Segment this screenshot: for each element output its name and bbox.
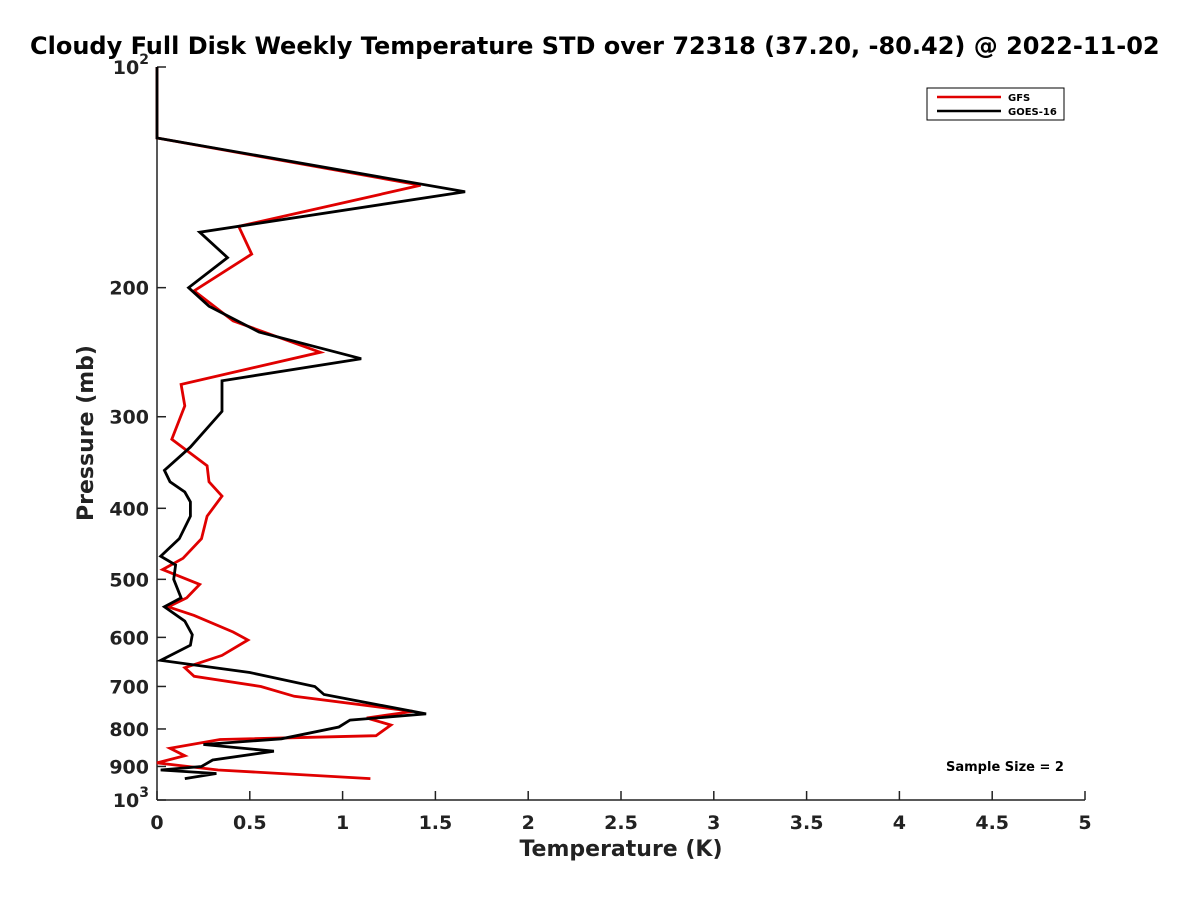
x-axis-ticks: 0 0.5 1 1.5 2 2.5 3 3.5 4 4.5 5 — [150, 791, 1092, 834]
series-lines — [155, 67, 466, 780]
y-tick-label: 103 — [113, 785, 149, 812]
legend-label-gfs: GFS — [1008, 93, 1030, 104]
y-tick-label: 300 — [109, 407, 149, 429]
legend-box — [926, 87, 1065, 121]
x-tick-label: 2.5 — [604, 812, 638, 834]
y-tick-label: 500 — [109, 569, 149, 591]
x-axis-label: Temperature (K) — [519, 837, 722, 862]
x-tick-label: 0.5 — [233, 812, 267, 834]
legend: GFS GOES-16 — [926, 87, 1065, 121]
sample-size-annotation: Sample Size = 2 — [946, 760, 1064, 775]
y-tick-label: 600 — [109, 627, 149, 649]
plot-area — [156, 67, 1085, 801]
y-tick-label: 900 — [109, 756, 149, 778]
series-line-gfs — [155, 67, 421, 780]
chart-title: Cloudy Full Disk Weekly Temperature STD … — [30, 32, 1160, 60]
x-tick-label: 3.5 — [790, 812, 824, 834]
y-tick-base: 10 — [113, 57, 139, 79]
x-tick-label: 4 — [893, 812, 906, 834]
y-tick-exponent: 2 — [139, 52, 149, 68]
y-axis-label: Pressure (mb) — [74, 345, 99, 521]
x-tick-label: 5 — [1078, 812, 1091, 834]
x-tick-label: 3 — [707, 812, 720, 834]
x-tick-label: 2 — [522, 812, 535, 834]
x-tick-label: 4.5 — [975, 812, 1009, 834]
y-tick-base: 10 — [113, 790, 139, 812]
y-tick-label: 800 — [109, 719, 149, 741]
x-tick-label: 0 — [150, 812, 163, 834]
series-line-goes16 — [155, 67, 466, 780]
y-tick-label: 400 — [109, 498, 149, 520]
legend-label-goes16: GOES-16 — [1008, 107, 1057, 118]
y-tick-label: 700 — [109, 676, 149, 698]
y-tick-exponent: 3 — [139, 785, 149, 801]
y-tick-label: 200 — [109, 278, 149, 300]
x-tick-label: 1.5 — [419, 812, 453, 834]
x-tick-label: 1 — [336, 812, 349, 834]
y-tick-label: 102 — [113, 52, 149, 79]
